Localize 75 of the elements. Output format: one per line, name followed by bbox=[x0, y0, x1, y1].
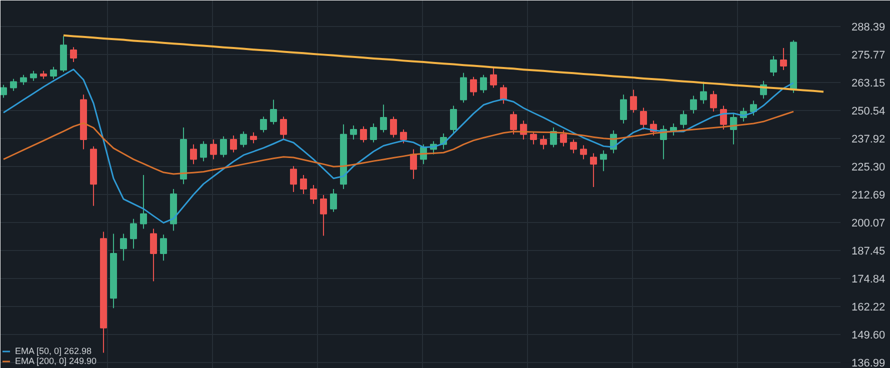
candlestick bbox=[480, 74, 487, 94]
candlestick bbox=[50, 66, 57, 80]
candlestick bbox=[300, 174, 307, 194]
candlestick bbox=[700, 81, 707, 104]
candlestick bbox=[530, 131, 537, 145]
candlestick bbox=[190, 144, 197, 165]
candlestick bbox=[510, 111, 517, 135]
candlestick bbox=[460, 72, 467, 104]
candlestick bbox=[780, 48, 787, 71]
candlestick bbox=[200, 140, 207, 162]
y-tick-label: 225.30 bbox=[852, 161, 886, 174]
candlestick bbox=[240, 131, 247, 148]
candlestick bbox=[490, 68, 497, 88]
candlestick bbox=[290, 166, 297, 192]
y-tick-label: 288.39 bbox=[852, 21, 886, 34]
candlestick bbox=[270, 99, 277, 125]
candlestick bbox=[590, 152, 597, 188]
candlestick bbox=[570, 139, 577, 154]
candlestick bbox=[690, 95, 697, 114]
y-tick-label: 275.77 bbox=[852, 49, 886, 62]
candlestick bbox=[370, 123, 377, 143]
candlestick bbox=[20, 74, 27, 86]
y-tick-label: 174.84 bbox=[852, 273, 886, 286]
candlestick bbox=[770, 56, 777, 77]
candlestick bbox=[620, 94, 627, 124]
candlestick bbox=[410, 148, 417, 180]
candlestick bbox=[130, 218, 137, 250]
candlestick bbox=[550, 127, 557, 148]
candlestick bbox=[680, 110, 687, 129]
candlestick bbox=[360, 126, 367, 143]
candlestick bbox=[120, 233, 127, 262]
legend-label: EMA [200, 0] 249.90 bbox=[15, 356, 97, 366]
candlestick bbox=[330, 188, 337, 212]
candlestick bbox=[230, 135, 237, 153]
candlestick bbox=[150, 228, 157, 282]
candlestick bbox=[320, 194, 327, 236]
candlestick bbox=[630, 89, 637, 114]
y-tick-label: 136.99 bbox=[852, 358, 886, 368]
y-tick-label: 212.69 bbox=[852, 189, 886, 202]
candlestick bbox=[10, 78, 17, 92]
candlestick bbox=[310, 184, 317, 204]
candlestick bbox=[280, 116, 287, 140]
candlestick bbox=[400, 129, 407, 144]
candlestick bbox=[470, 76, 477, 96]
candlestick bbox=[220, 136, 227, 158]
candlestick bbox=[350, 125, 357, 140]
candlestick bbox=[540, 135, 547, 150]
candlestick bbox=[250, 132, 257, 144]
candlestick bbox=[260, 116, 267, 133]
candlestick bbox=[0, 84, 7, 98]
candlestick bbox=[600, 150, 607, 172]
candlestick bbox=[750, 100, 757, 116]
candlestick bbox=[390, 116, 397, 138]
legend-label: EMA [50, 0] 262.98 bbox=[15, 346, 92, 356]
candlestick bbox=[30, 70, 37, 82]
y-tick-label: 263.15 bbox=[852, 77, 886, 90]
line-series bbox=[2, 68, 794, 224]
candlestick bbox=[640, 107, 647, 130]
y-tick-label: 200.07 bbox=[852, 217, 886, 230]
candlestick bbox=[140, 174, 147, 230]
candlestick bbox=[70, 46, 77, 63]
candlestick bbox=[160, 234, 167, 262]
candlestick bbox=[720, 105, 727, 130]
candlestick bbox=[580, 144, 587, 160]
line-series bbox=[2, 110, 794, 175]
y-tick-label: 237.92 bbox=[852, 133, 886, 146]
y-tick-label: 250.54 bbox=[852, 105, 886, 118]
candlestick bbox=[560, 130, 567, 147]
y-tick-label: 187.45 bbox=[852, 245, 886, 258]
candlestick bbox=[380, 104, 387, 133]
candlestick bbox=[450, 105, 457, 134]
y-tick-label: 162.22 bbox=[852, 301, 886, 314]
candlestick bbox=[710, 90, 717, 112]
y-tick-label: 149.60 bbox=[852, 330, 886, 342]
candlestick bbox=[210, 139, 217, 160]
